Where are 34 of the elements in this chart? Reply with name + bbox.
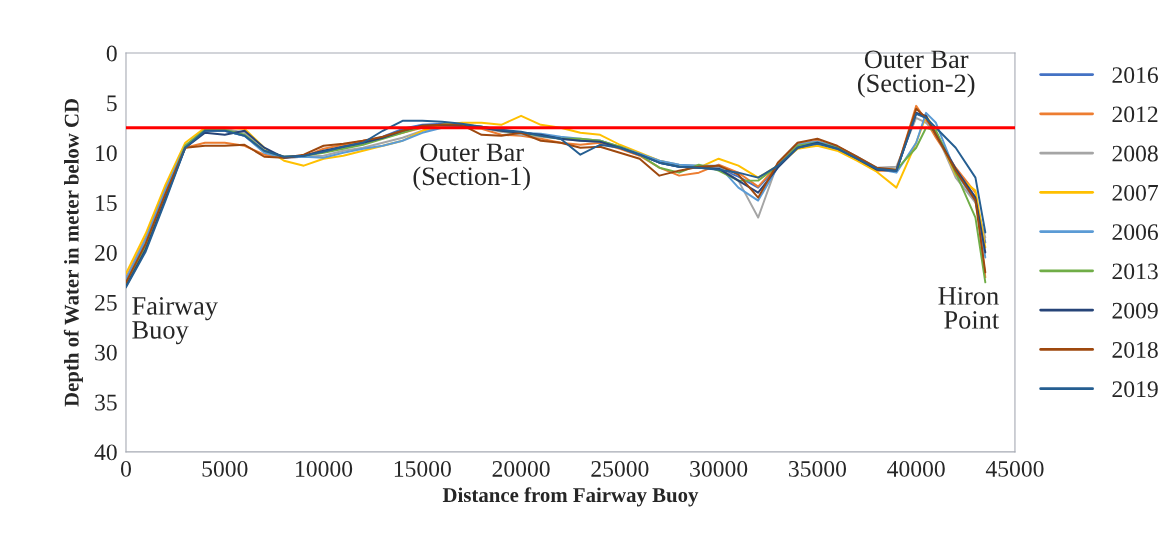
legend-label: 2012 (1112, 106, 1158, 123)
legend-label: 2009 (1112, 302, 1158, 319)
annotation: Fairway Buoy (132, 297, 218, 345)
y-tick-label: 15 (96, 195, 117, 212)
x-tick-label: 30000 (690, 460, 748, 477)
y-tick-label: 40 (94, 444, 117, 461)
x-tick-label: 20000 (492, 460, 550, 477)
x-tick-label: 35000 (789, 460, 847, 477)
x-tick-label: 15000 (394, 460, 451, 477)
annotation: Outer Bar (Section-1) (413, 143, 530, 191)
x-tick-label: 45000 (985, 460, 1044, 477)
x-tick-label: 0 (120, 460, 131, 477)
legend-label: 2008 (1112, 145, 1158, 162)
annotation: Outer Bar (Section-2) (857, 50, 975, 98)
x-tick-label: 25000 (591, 460, 649, 477)
y-tick-label: 10 (96, 145, 117, 162)
x-tick-label: 10000 (296, 460, 353, 477)
legend-label: 2019 (1112, 381, 1158, 398)
x-axis-title: Distance from Fairway Buoy (442, 487, 699, 507)
legend-label: 2013 (1112, 263, 1158, 280)
legend-label: 2006 (1112, 224, 1158, 241)
y-axis-title: Depth of Water in meter below CD (63, 98, 83, 407)
annotation: Hiron Point (938, 287, 1000, 329)
legend-label: 2016 (1112, 67, 1158, 84)
legend-label: 2018 (1112, 341, 1158, 358)
y-tick-label: 5 (107, 95, 117, 112)
x-tick-label: 40000 (887, 460, 945, 477)
y-tick-label: 0 (106, 45, 117, 62)
y-tick-label: 25 (95, 294, 117, 311)
y-tick-label: 30 (95, 344, 117, 361)
legend-label: 2007 (1112, 184, 1159, 201)
y-tick-label: 20 (95, 244, 117, 261)
x-tick-label: 5000 (202, 460, 248, 477)
y-tick-label: 35 (95, 394, 117, 411)
